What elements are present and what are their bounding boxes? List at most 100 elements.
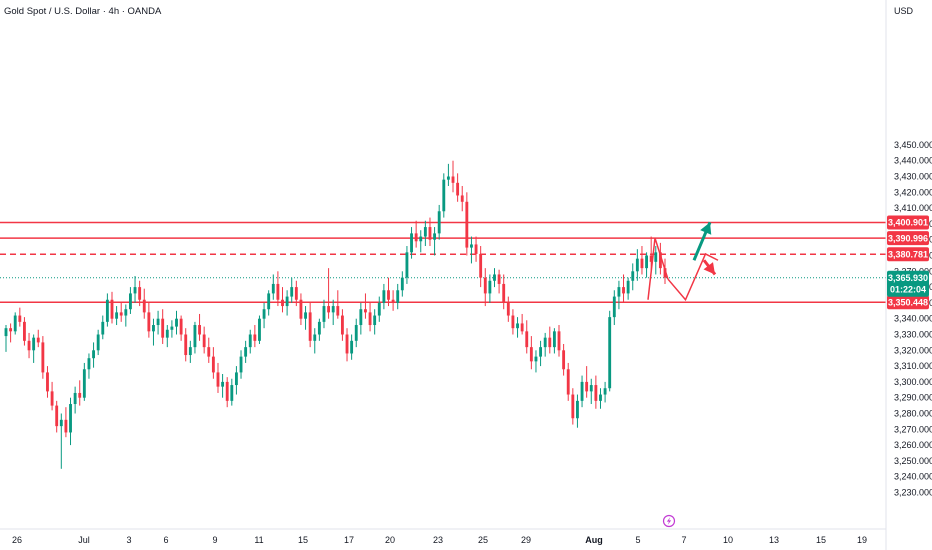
candle-body <box>465 201 469 248</box>
candle-body <box>539 347 543 357</box>
candle-body <box>331 306 335 313</box>
candle-body <box>364 309 367 313</box>
time-tick-label: 17 <box>344 535 354 545</box>
candle-body <box>188 347 192 356</box>
candle-body <box>336 306 340 316</box>
candle-body <box>419 236 423 242</box>
time-tick-label: 11 <box>254 535 263 545</box>
level-price-tag <box>887 215 929 230</box>
candle-body <box>138 287 142 300</box>
candle-body <box>18 315 22 322</box>
candle-body <box>654 252 658 262</box>
price-axis[interactable]: 3,230.000 3,240.000 3,250.000 3,260.000 3,27… <box>894 140 932 498</box>
price-tick-label: 3,230.000 <box>894 488 932 498</box>
candle-body <box>626 280 630 294</box>
candle-body <box>594 385 598 401</box>
candle-body <box>414 233 418 242</box>
horizontal-levels[interactable] <box>0 221 886 303</box>
candle-body <box>87 358 91 370</box>
candle-body <box>198 325 201 335</box>
candle-body <box>534 356 538 362</box>
bolt-icon[interactable] <box>662 514 676 528</box>
candle-body <box>133 287 137 294</box>
candle-body <box>69 404 72 433</box>
price-tick-label: 3,280.000 <box>894 409 932 419</box>
candle-body <box>580 381 584 401</box>
candle-body <box>488 280 492 294</box>
candle-body <box>101 321 105 335</box>
candle-body <box>382 290 386 303</box>
time-tick-label: 25 <box>478 535 488 545</box>
time-tick-label: 7 <box>681 535 686 545</box>
candle-body <box>230 385 234 401</box>
candle-body <box>41 342 45 373</box>
candle-body <box>340 315 344 335</box>
candle-body <box>617 287 621 297</box>
candle-body <box>520 323 524 332</box>
candle-body <box>354 325 358 341</box>
candle-body <box>359 309 363 326</box>
price-tick-label: 3,300.000 <box>894 377 932 387</box>
price-tick-label: 3,440.000 <box>894 156 932 166</box>
candle-body <box>262 309 266 319</box>
candle-body <box>387 290 390 300</box>
candle-body <box>152 325 155 332</box>
arrow-up-projection-head <box>700 222 712 235</box>
price-tick-label: 3,310.000 <box>894 361 932 371</box>
candle-body <box>32 337 36 351</box>
candle-body <box>400 277 404 291</box>
candle-body <box>373 315 377 326</box>
level-price-tag <box>887 295 929 310</box>
candle-body <box>179 318 183 335</box>
candle-body <box>511 315 515 329</box>
time-tick-label: 13 <box>769 535 779 545</box>
candle-body <box>396 290 400 303</box>
projection-drawings[interactable] <box>647 221 719 302</box>
candle-body <box>105 299 109 322</box>
candle-body <box>225 381 229 401</box>
current-price-tag-label: 3,365.930 <box>888 273 928 283</box>
candle-body <box>165 329 169 338</box>
candle-body <box>234 372 238 386</box>
candle-body <box>456 182 460 196</box>
candle-body <box>13 315 17 332</box>
candle-body <box>299 299 303 319</box>
price-tick-label: 3,410.000 <box>894 203 932 213</box>
candle-body <box>552 331 556 348</box>
time-tick-label: 3 <box>126 535 131 545</box>
candle-body <box>96 334 100 351</box>
price-tick-label: 3,250.000 <box>894 456 932 466</box>
candle-body <box>566 369 570 395</box>
candle-body <box>428 227 432 240</box>
candle-body <box>128 293 132 310</box>
candle-body <box>82 369 86 398</box>
triangle-drawing <box>647 237 669 300</box>
candle-body <box>4 328 8 337</box>
candle-body <box>55 405 59 427</box>
candle-body <box>92 350 95 359</box>
level-price-tag-label: 3,350.448 <box>888 297 928 307</box>
candle-body <box>271 283 275 294</box>
candle-body <box>161 318 165 338</box>
time-axis[interactable]: 26 Jul 3 6 9 11 15 17 20 23 25 29 Aug 5 7 10 13 15 19 <box>12 535 867 545</box>
candle-body <box>313 334 317 341</box>
price-tick-label: 3,430.000 <box>894 172 932 182</box>
countdown-label: 01:22:04 <box>890 285 926 295</box>
candle-body <box>451 176 455 183</box>
time-tick-label: Aug <box>585 535 603 545</box>
time-tick-label: Jul <box>78 535 90 545</box>
candle-body <box>470 244 473 248</box>
price-tick-label: 3,420.000 <box>894 187 932 197</box>
level-price-tag <box>887 247 929 262</box>
candle-body <box>244 347 248 357</box>
time-tick-label: 10 <box>723 535 733 545</box>
candle-body <box>483 277 487 294</box>
level-price-tag-label: 3,380.781 <box>888 249 928 259</box>
candle-body <box>571 394 575 419</box>
candle-body <box>308 312 312 341</box>
candle-body <box>46 372 49 392</box>
price-tick-label: 3,290.000 <box>894 393 932 403</box>
candle-body <box>622 287 625 294</box>
candle-body <box>576 400 579 419</box>
